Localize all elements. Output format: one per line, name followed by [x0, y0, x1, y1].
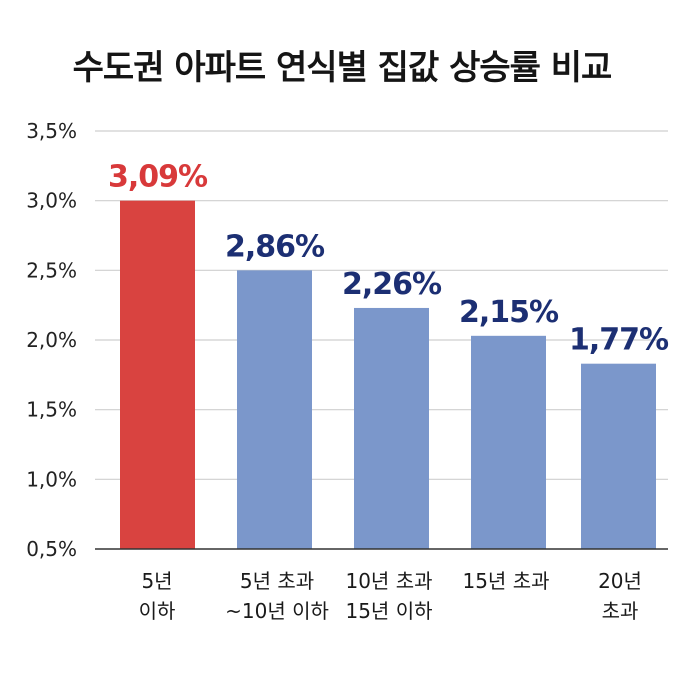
bar	[471, 335, 546, 549]
bar	[581, 363, 656, 549]
bars	[120, 200, 656, 549]
y-tick-label: 1,0%	[26, 467, 77, 491]
data-labels: 3,09% 2,86% 2,26% 2,15% 1,77%	[108, 160, 670, 358]
x-axis-categories: 5년 이하 5년 초과 ~10년 이하 10년 초과 15년 이하 15년 초과 20년 초과	[139, 569, 642, 623]
x-category-label: 20년 초과	[598, 569, 642, 623]
y-tick-label: 3,0%	[26, 189, 77, 213]
y-tick-label: 2,0%	[26, 328, 77, 352]
x-category-label: 5년 초과 ~10년 이하	[225, 569, 329, 623]
bar	[120, 200, 195, 549]
chart-title: 수도권 아파트 연식별 집값 상승률 비교	[72, 48, 613, 88]
data-label: 2,26%	[342, 267, 442, 302]
bar	[237, 270, 312, 549]
y-axis-ticks: 0,5% 1,0% 1,5% 2,0% 2,5% 3,0% 3,5%	[26, 119, 77, 561]
y-tick-label: 1,5%	[26, 398, 77, 422]
data-label: 3,09%	[108, 160, 208, 195]
bar	[354, 307, 429, 549]
x-category-label: 15년 초과	[462, 569, 549, 593]
data-label: 1,77%	[569, 323, 669, 358]
data-label: 2,86%	[225, 229, 325, 264]
y-tick-label: 3,5%	[26, 119, 77, 143]
data-label: 2,15%	[459, 295, 559, 330]
x-category-label: 10년 초과 15년 이하	[345, 569, 432, 623]
x-category-label: 5년 이하	[139, 569, 176, 623]
y-tick-label: 2,5%	[26, 258, 77, 282]
y-tick-label: 0,5%	[26, 537, 77, 561]
